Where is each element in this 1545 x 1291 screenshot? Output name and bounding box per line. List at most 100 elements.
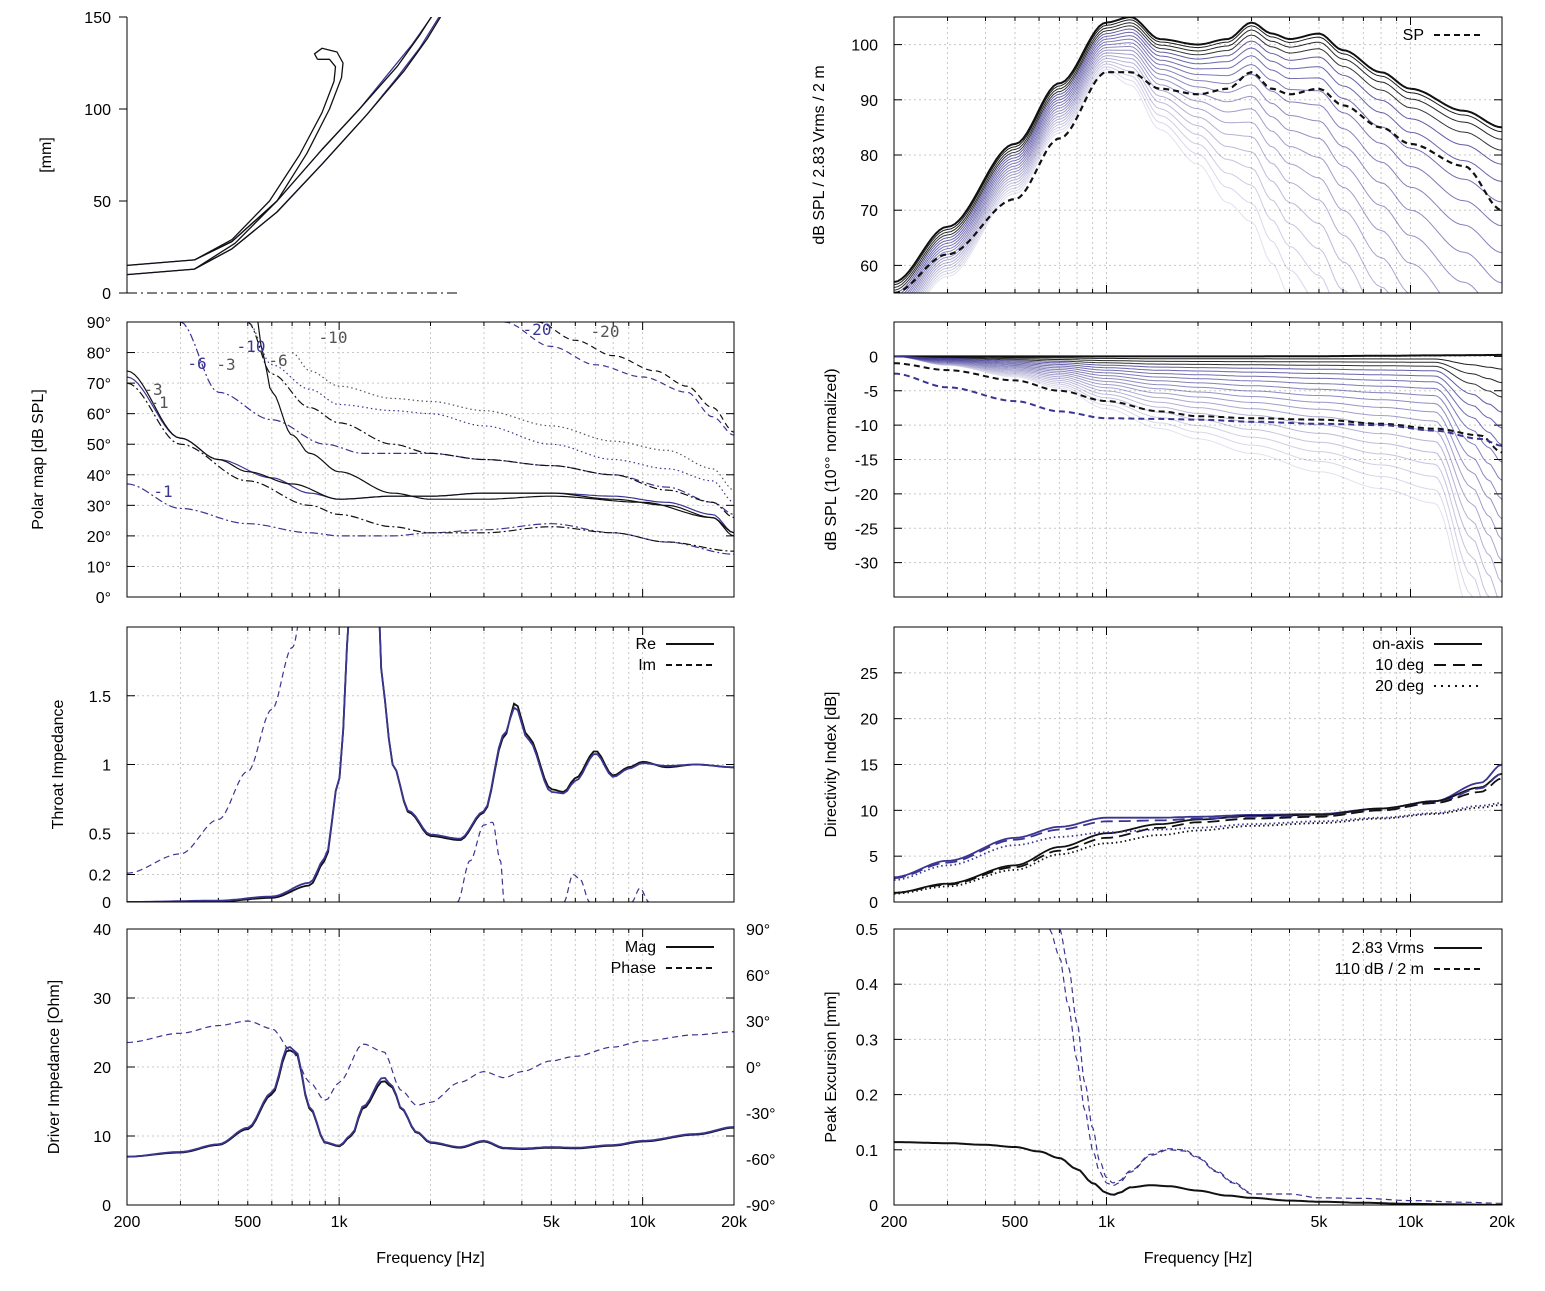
y-tick-label: 0 [869,349,878,366]
x-tick-label: 5k [543,1214,561,1231]
spl-curve [908,42,1502,293]
spl-curve [918,57,1389,293]
y2-tick-label: -60° [746,1152,776,1169]
series-20deg-black [894,803,1502,895]
profile-outer-wall-black-2 [127,17,442,276]
series-20deg-blue [894,802,1502,881]
throat-impedance-plot: 0 0.2 0.5 1 1.5 Throat Impedance Re Im [50,626,735,912]
y-tick-label: -5 [864,384,878,401]
x-axis-label: Frequency [Hz] [376,1250,484,1267]
y-tick-label: 50 [93,194,111,211]
x-tick-label: 1k [331,1214,349,1231]
spl-curve [894,28,1502,293]
y-tick-label: 70° [87,376,111,393]
y-tick-label: 90 [860,93,878,110]
profile-plot: 0 50 100 150 [mm] [38,10,460,303]
profile-outer-wall-black-1 [127,17,433,267]
spl-curve [894,25,1502,291]
sp-normalized-blue [894,372,1502,447]
spl-curve [906,38,1502,293]
norm-curve [894,355,1502,446]
plot-frame [893,626,1503,903]
norm-curve [894,355,1502,520]
plot-frame [126,928,735,1206]
series-blue--1-low [127,483,734,555]
y-tick-label: 0 [102,286,111,303]
contour-label: -3 [216,355,235,374]
spl-curve [921,63,1349,293]
plot-area [894,353,1502,597]
x-tick-label: 200 [114,1214,141,1231]
series-2.83-Vrms [894,1141,1502,1205]
y-tick-label: 50° [87,437,111,454]
spl-curve [923,66,1330,293]
series-Im4 [631,887,650,902]
spl-curve [916,55,1411,293]
y-tick-label: 0° [96,590,111,607]
series-black--20 [537,322,734,433]
y-axis-label: dB SPL (10°° normalized) [823,368,840,550]
y-tick-label: 0 [102,895,111,912]
y-tick-label: 60° [87,407,111,424]
y-tick-label: 15 [860,758,878,775]
norm-curve [894,355,1502,413]
series-Im2 [457,821,505,902]
series-black--6 [247,322,734,519]
norm-curve [894,353,1502,358]
legend-label: on-axis [1372,636,1424,653]
spl-curve [903,35,1502,293]
series-110-dB-/-2-m-(2) [1058,929,1252,1194]
y-tick-label: 100 [851,38,878,55]
series-black--3 [127,370,734,534]
norm-curve [894,355,1502,384]
y-tick-label: 30 [93,991,111,1008]
y-tick-label: 20° [87,529,111,546]
x-tick-label: 10k [630,1214,657,1231]
series-blue--3 [127,376,734,534]
contour-label: -10 [319,328,348,347]
spl-curve [910,45,1502,293]
sp-normalized-black [894,362,1502,454]
series-on-axis-blue [894,763,1502,879]
driver-impedance-plot: 200 500 1k 5k 10k 20k 0 10 20 30 40 -90° -60° -30° 0° 3… [46,922,776,1267]
directivity-plot: 0 5 10 15 20 25 Directivity Index [dB] on-axis 1… [823,626,1503,912]
y-tick-label: 80 [860,148,878,165]
norm-curve [894,355,1502,500]
spl-curve [894,22,1502,288]
y-tick-label: 40 [93,922,111,939]
spl-curve [920,60,1364,293]
spl-curve [914,52,1441,293]
y-tick-label: 60 [860,258,878,275]
legend-label: 20 deg [1375,678,1424,695]
y-tick-label: 0 [102,1198,111,1215]
norm-curve [894,355,1502,540]
spl-curve [900,31,1502,293]
x-tick-label: 20k [721,1214,748,1231]
y-tick-label: 0.2 [856,1088,878,1105]
y-tick-label: 1 [102,758,111,775]
y2-tick-label: -30° [746,1106,776,1123]
contour-label: -1 [153,482,172,501]
y-axis-label: Throat Impedance [50,699,67,829]
norm-curve [894,355,1502,463]
series-Im [127,627,299,874]
y-tick-label: 150 [84,10,111,27]
y-tick-label: 5 [869,849,878,866]
series-Im3 [563,873,590,902]
plot-frame [126,626,735,903]
spl-curve [925,68,1309,293]
y-tick-label: 80° [87,346,111,363]
series-110-dB-/-2-m [1049,929,1502,1204]
series-10deg-blue [894,772,1502,880]
x-tick-label: 20k [1489,1214,1516,1231]
y2-tick-label: 60° [746,968,770,985]
y-axis-label: Directivity Index [dB] [823,692,840,838]
spl-curve [894,19,1502,286]
y-tick-label: 25 [860,666,878,683]
series-10deg-black [894,777,1502,894]
contour-label: -3 [143,380,162,399]
y-axis-label: [mm] [38,137,55,173]
series-gray--10 [291,352,734,491]
norm-curve [894,355,1502,398]
